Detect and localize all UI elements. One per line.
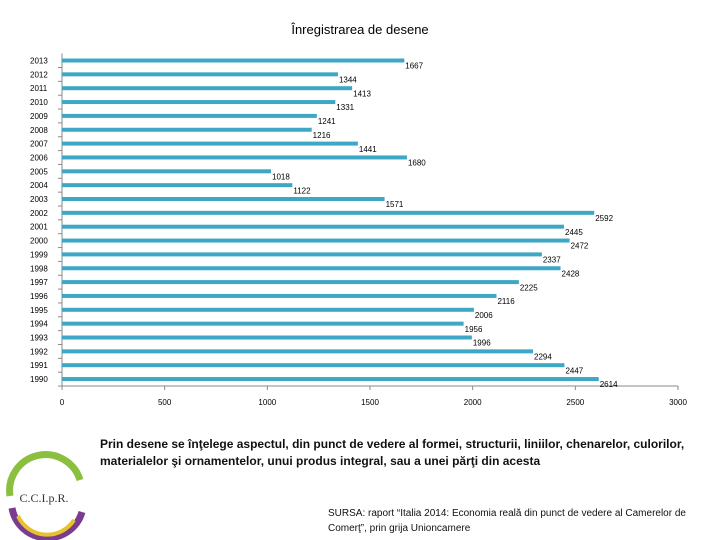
category-label-2012: 2012 bbox=[30, 70, 48, 79]
category-label-1991: 1991 bbox=[30, 361, 48, 370]
category-label-1995: 1995 bbox=[30, 306, 48, 315]
x-tick-label-1000: 1000 bbox=[258, 398, 276, 407]
bar-1992 bbox=[62, 349, 534, 354]
category-label-2010: 2010 bbox=[30, 98, 48, 107]
category-label-2013: 2013 bbox=[30, 57, 48, 66]
footnote-text: Prin desene se înţelege aspectul, din pu… bbox=[100, 437, 685, 468]
chart-bars bbox=[62, 58, 599, 382]
value-label-2008: 1216 bbox=[313, 131, 331, 140]
value-label-1991: 2447 bbox=[565, 366, 583, 375]
x-tick-label-1500: 1500 bbox=[361, 398, 379, 407]
bar-2012 bbox=[62, 72, 338, 77]
bar-1994 bbox=[62, 321, 464, 326]
bar-2004 bbox=[62, 183, 293, 188]
bar-chart: 2013 2012 2011 2010 2009 2008 2007 2006 2005 2004… bbox=[30, 53, 688, 407]
value-label-2011: 1413 bbox=[353, 89, 371, 98]
bar-1997 bbox=[62, 280, 519, 285]
category-label-2004: 2004 bbox=[30, 181, 48, 190]
category-label-2003: 2003 bbox=[30, 195, 48, 204]
value-label-2013: 1667 bbox=[405, 62, 423, 71]
source-citation: SURSA: raport “Italia 2014: Economia rea… bbox=[328, 508, 686, 534]
x-tick-label-3000: 3000 bbox=[669, 398, 687, 407]
category-label-1994: 1994 bbox=[30, 320, 48, 329]
chart-axes bbox=[58, 53, 679, 391]
bar-1995 bbox=[62, 307, 474, 312]
logo: C.C.I.p.R. bbox=[6, 451, 86, 540]
value-label-2002: 2592 bbox=[595, 214, 613, 223]
bar-2009 bbox=[62, 113, 317, 118]
x-tick-labels: 0 500 1000 1500 2000 2500 3000 bbox=[60, 398, 688, 407]
category-label-1992: 1992 bbox=[30, 347, 48, 356]
bar-2011 bbox=[62, 86, 353, 91]
category-label-2009: 2009 bbox=[30, 112, 48, 121]
bar-2005 bbox=[62, 169, 272, 174]
logo-ring-green bbox=[6, 451, 84, 497]
category-label-2001: 2001 bbox=[30, 223, 48, 232]
value-label-2009: 1241 bbox=[318, 117, 336, 126]
bar-1996 bbox=[62, 293, 497, 298]
category-label-2011: 2011 bbox=[30, 84, 48, 93]
value-label-1998: 2428 bbox=[562, 269, 580, 278]
value-label-1990: 2614 bbox=[600, 380, 618, 389]
category-label-2002: 2002 bbox=[30, 209, 48, 218]
value-label-2006: 1680 bbox=[408, 159, 426, 168]
bar-1990 bbox=[62, 377, 599, 382]
value-label-1999: 2337 bbox=[543, 256, 561, 265]
value-label-2005: 1018 bbox=[272, 172, 290, 181]
chart-title: Înregistrarea de desene bbox=[291, 22, 429, 37]
category-label-2007: 2007 bbox=[30, 140, 48, 149]
category-label-2005: 2005 bbox=[30, 167, 48, 176]
bar-1993 bbox=[62, 335, 472, 340]
logo-ring-purple bbox=[8, 507, 86, 540]
value-label-2001: 2445 bbox=[565, 228, 583, 237]
category-label-1997: 1997 bbox=[30, 278, 48, 287]
logo-ring-yellow bbox=[16, 515, 76, 537]
category-label-2000: 2000 bbox=[30, 237, 48, 246]
bar-2010 bbox=[62, 100, 336, 105]
bar-2013 bbox=[62, 58, 405, 63]
category-label-1998: 1998 bbox=[30, 264, 48, 273]
bar-2001 bbox=[62, 224, 565, 229]
category-label-2008: 2008 bbox=[30, 126, 48, 135]
value-label-2007: 1441 bbox=[359, 145, 377, 154]
bar-2003 bbox=[62, 197, 385, 201]
category-label-2006: 2006 bbox=[30, 153, 48, 162]
value-label-1995: 2006 bbox=[475, 311, 493, 320]
bar-2006 bbox=[62, 155, 407, 160]
value-label-1992: 2294 bbox=[534, 353, 552, 362]
value-label-1996: 2116 bbox=[497, 297, 515, 306]
value-label-2004: 1122 bbox=[293, 186, 311, 195]
x-tick-label-500: 500 bbox=[158, 398, 172, 407]
bar-2002 bbox=[62, 210, 595, 215]
x-tick-label-0: 0 bbox=[60, 398, 65, 407]
value-label-1993: 1996 bbox=[473, 339, 491, 348]
bar-2008 bbox=[62, 127, 312, 132]
x-tick-label-2500: 2500 bbox=[566, 398, 584, 407]
value-label-1997: 2225 bbox=[520, 283, 538, 292]
category-label-1999: 1999 bbox=[30, 250, 48, 259]
category-label-1993: 1993 bbox=[30, 334, 48, 343]
category-label-1996: 1996 bbox=[30, 292, 48, 301]
logo-text: C.C.I.p.R. bbox=[19, 491, 68, 505]
category-label-1990: 1990 bbox=[30, 375, 48, 384]
bar-1991 bbox=[62, 363, 565, 368]
bar-2000 bbox=[62, 238, 570, 243]
value-label-2003: 1571 bbox=[386, 200, 404, 209]
bar-1998 bbox=[62, 266, 561, 271]
value-label-1994: 1956 bbox=[465, 325, 483, 334]
bar-1999 bbox=[62, 252, 542, 257]
x-tick-label-2000: 2000 bbox=[464, 398, 482, 407]
value-label-2012: 1344 bbox=[339, 76, 357, 85]
value-label-2000: 2472 bbox=[571, 242, 589, 251]
category-labels: 2013 2012 2011 2010 2009 2008 2007 2006 2005 2004… bbox=[30, 57, 48, 385]
bar-2007 bbox=[62, 141, 358, 146]
value-label-2010: 1331 bbox=[336, 103, 354, 112]
